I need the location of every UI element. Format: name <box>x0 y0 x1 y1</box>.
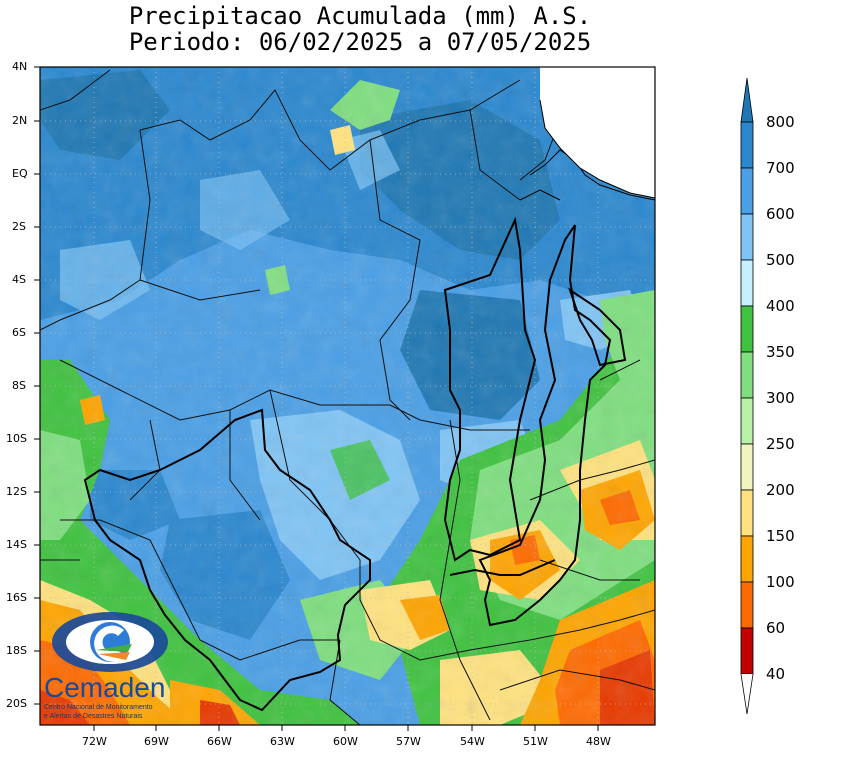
colorbar-label: 250 <box>766 435 795 453</box>
lat-label: 2N <box>12 114 28 127</box>
colorbar-swatch <box>740 259 754 307</box>
colorbar-swatch <box>740 213 754 261</box>
map-period: Periodo: 06/02/2025 a 07/05/2025 <box>128 28 592 56</box>
colorbar-bottom-arrow <box>740 673 754 715</box>
lat-label: 12S <box>6 485 27 498</box>
axis-ticks <box>34 66 599 731</box>
colorbar-label: 400 <box>766 297 795 315</box>
lat-label: 8S <box>12 379 26 392</box>
basin-outlines <box>83 216 627 712</box>
lat-label: 6S <box>12 326 26 339</box>
colorbar-top-arrow <box>740 77 754 123</box>
logo-subtitle: Centro Nacional de Monitoramento <box>44 704 153 711</box>
colorbar-label: 100 <box>766 573 795 591</box>
lat-label: 4S <box>12 273 26 286</box>
logo-name: Cemaden <box>44 672 166 703</box>
colorbar-swatch <box>740 397 754 445</box>
colorbar-swatch <box>740 535 754 583</box>
lon-label: 51W <box>523 735 548 748</box>
map-title: Precipitacao Acumulada (mm) A.S. <box>128 2 592 30</box>
lat-label: 4N <box>12 60 28 73</box>
colorbar-label: 700 <box>766 159 795 177</box>
lon-label: 60W <box>333 735 358 748</box>
colorbar-label: 40 <box>766 665 786 683</box>
logo-subtitle: e Alertas de Desastres Naturais <box>44 713 143 720</box>
colorbar-swatch <box>740 443 754 491</box>
lat-label: 10S <box>6 432 27 445</box>
colorbar-label: 600 <box>766 205 795 223</box>
colorbar-label: 300 <box>766 389 795 407</box>
colorbar <box>740 77 754 715</box>
lat-label: 2S <box>12 220 26 233</box>
lon-label: 72W <box>82 735 107 748</box>
colorbar-swatch <box>740 351 754 399</box>
lon-label: 57W <box>396 735 421 748</box>
lat-label: 14S <box>6 538 27 551</box>
lat-label: 20S <box>6 697 27 710</box>
lon-label: 48W <box>586 735 611 748</box>
colorbar-label: 60 <box>766 619 786 637</box>
colorbar-swatch <box>740 581 754 629</box>
colorbar-swatch <box>740 121 754 169</box>
colorbar-swatch <box>740 627 754 675</box>
state-borders <box>40 69 655 725</box>
colorbar-swatch <box>740 305 754 353</box>
lat-label: EQ <box>12 167 28 180</box>
colorbar-label: 500 <box>766 251 795 269</box>
colorbar-label: 350 <box>766 343 795 361</box>
lon-label: 54W <box>460 735 485 748</box>
colorbar-label: 150 <box>766 527 795 545</box>
colorbar-label: 200 <box>766 481 795 499</box>
lon-label: 69W <box>144 735 169 748</box>
lon-label: 66W <box>207 735 232 748</box>
coastline <box>519 149 656 201</box>
colorbar-label: 800 <box>766 113 795 131</box>
lat-label: 18S <box>6 644 27 657</box>
lon-label: 63W <box>270 735 295 748</box>
cemaden-logo <box>52 612 168 672</box>
map-frame <box>39 66 656 726</box>
colorbar-swatch <box>740 167 754 215</box>
colorbar-swatch <box>740 489 754 537</box>
lat-label: 16S <box>6 591 27 604</box>
